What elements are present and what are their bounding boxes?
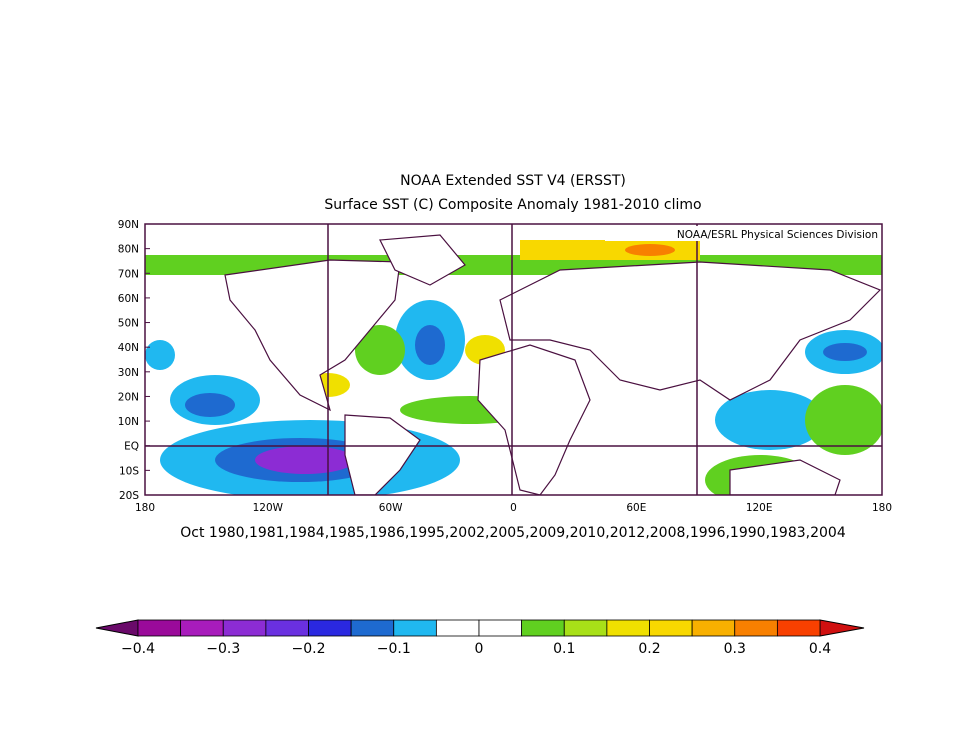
colorbar-swatch	[776, 619, 821, 637]
colorbar-swatch	[563, 619, 608, 637]
colorbar-high-arrow	[819, 619, 865, 637]
lon-label: 60E	[626, 502, 646, 514]
credit: NOAA/ESRL Physical Sciences Division	[677, 229, 878, 241]
colorbar-low-arrow	[95, 619, 139, 637]
colorbar-swatch	[606, 619, 650, 637]
colorbar-swatch	[137, 619, 182, 637]
composite-dates: Oct 1980,1981,1984,1985,1986,1995,2002,2…	[180, 525, 846, 541]
colorbar-swatch	[435, 619, 480, 637]
lon-label: 180	[872, 502, 892, 514]
colorbar-swatch	[649, 619, 693, 637]
lat-label: 30N	[118, 367, 139, 379]
colorbar-swatch	[521, 619, 565, 637]
colorbar-swatch	[691, 619, 736, 637]
lat-label: 70N	[118, 268, 139, 280]
colorbar-label: −0.1	[377, 641, 411, 657]
colorbar-swatch	[265, 619, 309, 637]
colorbar-label: 0.2	[638, 641, 660, 657]
colorbar-label: 0.4	[809, 641, 831, 657]
lat-label: 60N	[118, 293, 139, 305]
lat-label: EQ	[124, 441, 139, 453]
colorbar-swatch	[350, 619, 395, 637]
colorbar: −0.4 −0.3 −0.2 −0.1 0 0.1 0.2 0.3 0.4	[95, 619, 865, 657]
colorbar-swatch	[393, 619, 437, 637]
lon-label: 120E	[746, 502, 773, 514]
lat-label: 90N	[118, 219, 139, 231]
lat-label: 80N	[118, 244, 139, 256]
lon-label: 120W	[253, 502, 284, 514]
lon-label: 0	[510, 502, 517, 514]
lon-label: 60W	[379, 502, 403, 514]
colorbar-label: 0	[475, 641, 484, 657]
lon-label: 180	[135, 502, 155, 514]
colorbar-swatch	[734, 619, 778, 637]
lat-label: 50N	[118, 318, 139, 330]
lat-label: 20S	[119, 490, 139, 502]
title: NOAA Extended SST V4 (ERSST)	[400, 173, 626, 189]
lat-label: 10S	[119, 465, 139, 477]
colorbar-label: −0.4	[121, 641, 155, 657]
lat-label: 10N	[118, 416, 139, 428]
colorbar-label: −0.3	[206, 641, 240, 657]
lat-label: 20N	[118, 391, 139, 403]
colorbar-swatch	[308, 619, 352, 637]
colorbar-swatch	[222, 619, 267, 637]
colorbar-label: 0.3	[724, 641, 746, 657]
lat-label: 40N	[118, 342, 139, 354]
subtitle: Surface SST (C) Composite Anomaly 1981-2…	[324, 197, 701, 213]
map: NOAA/ESRL Physical Sciences Division	[144, 223, 883, 496]
colorbar-swatch	[180, 619, 224, 637]
colorbar-label: −0.2	[292, 641, 326, 657]
colorbar-swatch	[478, 619, 523, 637]
colorbar-label: 0.1	[553, 641, 575, 657]
